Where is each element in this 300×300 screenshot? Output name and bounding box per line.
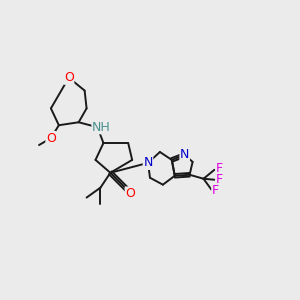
Text: N: N [143,156,153,170]
Text: F: F [216,173,223,186]
Text: O: O [46,132,56,145]
Text: F: F [216,162,223,175]
Text: F: F [212,184,219,197]
Text: N: N [180,148,189,161]
Text: NH: NH [92,121,111,134]
Text: O: O [64,71,74,84]
Text: O: O [125,187,135,200]
